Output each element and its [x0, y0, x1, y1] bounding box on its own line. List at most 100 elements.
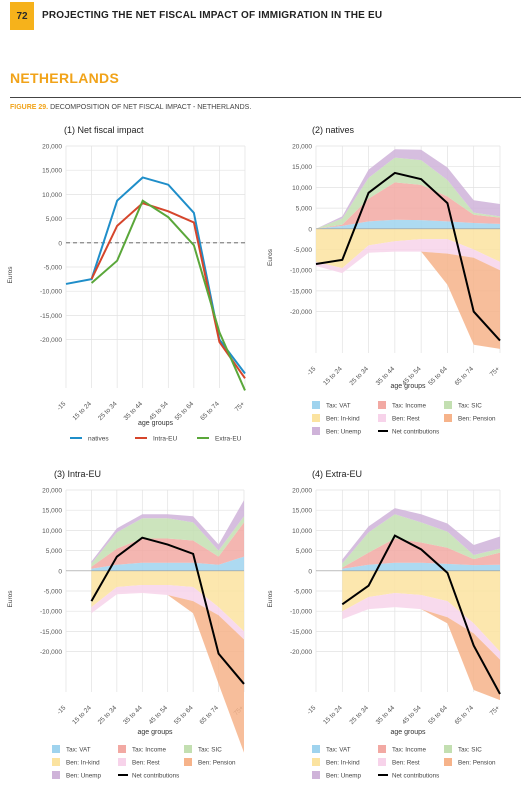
legend-swatch-ben-pension: [444, 414, 452, 422]
legend-label-tax-income: Tax: Income: [132, 747, 166, 754]
legend-swatch-ben-inkind: [312, 758, 320, 766]
legend-swatch-tax-sic: [444, 745, 452, 753]
legend-swatch-ben-pension: [184, 758, 192, 766]
y-tick-label: 15,000: [292, 508, 312, 515]
y-tick-label: 0: [308, 568, 312, 575]
x-tick-label: 55 to 64: [427, 365, 449, 387]
x-tick-label: 45 to 54: [148, 704, 170, 726]
legend-label-tax-sic: Tax: SIC: [458, 403, 482, 410]
legend-label-tax-income: Tax: Income: [392, 403, 426, 410]
chart-title: (4) Extra-EU: [312, 469, 362, 479]
legend-label-ben-inkind: Ben: In-kind: [66, 760, 100, 767]
net-contributions-line: [90, 536, 245, 685]
series-line-intra-eu: [90, 201, 246, 379]
legend-label-net: Net contributions: [392, 429, 439, 436]
y-tick-label: 0: [58, 240, 62, 247]
y-tick-label: 20,000: [42, 144, 62, 151]
chart-net-fiscal-impact: (1) Net fiscal impact 20,000 15,000 10,000 5…: [7, 125, 247, 443]
y-tick-label: -10,000: [40, 289, 62, 296]
x-tick-label: 35 to 44: [375, 704, 397, 726]
running-title: PROJECTING THE NET FISCAL IMPACT OF IMMI…: [42, 10, 383, 21]
x-tick-label: -15: [56, 704, 68, 716]
area-ben-pension: [91, 593, 244, 753]
chart-title: (3) Intra-EU: [54, 469, 101, 479]
legend-swatch-ben-unemp: [312, 771, 320, 779]
x-tick-label: 35 to 44: [122, 704, 144, 726]
x-tick-label: 25 to 34: [97, 704, 119, 726]
y-tick-label: 10,000: [292, 528, 312, 535]
net-contributions-line: [341, 534, 501, 695]
figure-label: FIGURE 29.: [10, 104, 49, 111]
x-tick-label: 25 to 34: [348, 365, 370, 387]
x-tick-label: 35 to 44: [123, 400, 145, 422]
area-tax-income: [316, 182, 500, 229]
area-ben-in-kind: [316, 228, 500, 269]
legend-label-ben-inkind: Ben: In-kind: [326, 416, 360, 423]
legend-swatch-tax-sic: [444, 401, 452, 409]
x-tick-label: 65 to 74: [454, 704, 476, 726]
x-tick-label: -15: [56, 400, 68, 412]
x-axis-label: age groups: [138, 420, 174, 427]
legend-label-tax-vat: Tax: VAT: [66, 747, 91, 754]
legend-swatch-ben-unemp: [52, 771, 60, 779]
area-ben-unemp: [342, 508, 500, 564]
y-tick-label: 0: [58, 568, 62, 575]
x-axis-label: age groups: [137, 729, 173, 736]
area-ben-pension: [342, 607, 500, 701]
x-tick-label: 75+: [489, 365, 502, 378]
net-contributions-line: [315, 171, 501, 342]
legend-label-tax-sic: Tax: SIC: [198, 747, 222, 754]
x-tick-label: 25 to 34: [348, 704, 370, 726]
legend-label-net: Net contributions: [132, 773, 179, 780]
area-tax-sic: [91, 516, 244, 567]
area-tax-vat: [91, 556, 244, 571]
x-tick-label: -15: [306, 704, 318, 716]
y-tick-label: 0: [308, 226, 312, 233]
figure-caption: FIGURE 29. DECOMPOSITION OF NET FISCAL I…: [10, 104, 251, 111]
legend-label-extra-eu: Extra-EU: [215, 436, 242, 443]
y-tick-label: 10,000: [42, 528, 62, 535]
x-tick-label: 55 to 64: [427, 704, 449, 726]
y-tick-label: -20,000: [40, 649, 62, 656]
legend-label-ben-pension: Ben: Pension: [458, 760, 496, 767]
legend-swatch-tax-income: [378, 401, 386, 409]
area-tax-vat: [342, 562, 500, 571]
y-tick-label: 5,000: [46, 216, 63, 223]
figure-caption-text: DECOMPOSITION OF NET FISCAL IMPACT - NET…: [48, 104, 252, 111]
y-tick-label: -5,000: [44, 265, 63, 272]
x-tick-label: 55 to 64: [174, 400, 196, 422]
legend-label-ben-unemp: Ben: Unemp: [326, 773, 361, 780]
area-tax-sic: [342, 514, 500, 568]
chart-natives: (2) natives 20,000 15,000 10,000 5,000 0 -5,00…: [267, 125, 502, 436]
x-tick-label: 75+: [234, 400, 247, 413]
x-axis-label: age groups: [390, 729, 426, 736]
legend-label-net: Net contributions: [392, 773, 439, 780]
y-tick-label: 15,000: [42, 508, 62, 515]
legend-label-ben-unemp: Ben: Unemp: [326, 429, 361, 436]
area-ben-in-kind: [342, 570, 500, 652]
legend-label-ben-pension: Ben: Pension: [198, 760, 236, 767]
area-ben-rest: [91, 584, 244, 640]
legend-label-ben-pension: Ben: Pension: [458, 416, 496, 423]
legend-swatch-ben-inkind: [52, 758, 60, 766]
y-tick-label: 10,000: [42, 192, 62, 199]
y-tick-label: 10,000: [292, 185, 312, 192]
x-axis-label: age groups: [390, 383, 426, 390]
legend-label-intra-eu: Intra-EU: [153, 436, 178, 443]
legend-label-ben-inkind: Ben: In-kind: [326, 760, 360, 767]
legend-label-natives: natives: [88, 436, 109, 443]
legend-swatch-tax-vat: [312, 401, 320, 409]
legend-swatch-ben-rest: [378, 758, 386, 766]
chart-title: (2) natives: [312, 125, 355, 135]
page-number: 72: [10, 2, 34, 30]
x-tick-label: 15 to 24: [322, 704, 344, 726]
y-tick-label: -20,000: [40, 337, 62, 344]
y-tick-label: 20,000: [292, 488, 312, 495]
x-tick-label: 55 to 64: [173, 704, 195, 726]
x-tick-label: -15: [306, 365, 318, 377]
x-tick-label: 15 to 24: [322, 365, 344, 387]
x-tick-label: 75+: [489, 704, 502, 717]
section-divider: [10, 97, 521, 98]
legend-swatch-tax-sic: [184, 745, 192, 753]
y-axis-label: Euros: [7, 266, 14, 284]
